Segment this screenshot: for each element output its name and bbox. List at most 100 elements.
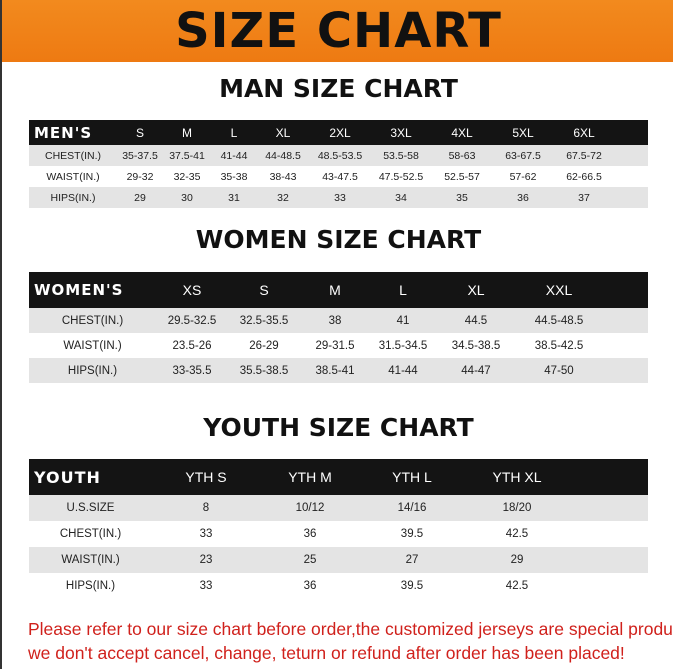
- row-label: HIPS(IN.): [65, 580, 116, 592]
- size-header: M: [300, 272, 370, 308]
- cell-value: 57-62: [509, 170, 537, 183]
- header-row: YOUTH YTH S YTH M YTH L YTH XL: [29, 459, 648, 495]
- row-label: CHEST(IN.): [29, 145, 117, 166]
- cell-value: 29: [117, 187, 163, 208]
- cell-value: 33: [199, 528, 213, 540]
- youth-size-table: YOUTH YTH S YTH M YTH L YTH XL U.S.SIZE 8 10/12…: [29, 459, 648, 599]
- cell-value: 36: [493, 187, 553, 208]
- size-header: XXL: [516, 272, 602, 308]
- row-label: HIPS(IN.): [29, 187, 117, 208]
- row-label: WAIST(IN.): [46, 170, 100, 183]
- size-header: XS: [156, 272, 228, 308]
- notice-line-1: Please refer to our size chart before or…: [28, 619, 673, 639]
- cell-value: 39.5: [400, 528, 424, 540]
- cell-value: 33: [199, 580, 213, 592]
- table-row: WAIST(IN.) 23 25 27 29: [29, 547, 648, 573]
- size-header: 4XL: [431, 120, 493, 145]
- cell-value: 43-47.5: [322, 170, 358, 183]
- row-label: WAIST(IN.): [29, 547, 152, 573]
- size-header: 6XL: [553, 120, 615, 145]
- cell-value: 29-32: [126, 170, 154, 183]
- cell-value: 63-67.5: [493, 145, 553, 166]
- cell-value: 36: [303, 580, 317, 592]
- cell-value: 47-50: [516, 358, 602, 383]
- table-row: HIPS(IN.) 33 36 39.5 42.5: [29, 573, 648, 599]
- table-row: U.S.SIZE 8 10/12 14/16 18/20: [29, 495, 648, 521]
- size-header: S: [228, 272, 300, 308]
- cell-value: 37: [553, 187, 615, 208]
- size-header: S: [117, 120, 163, 145]
- cell-value: 38: [300, 308, 370, 333]
- size-header: 3XL: [371, 120, 431, 145]
- cell-value: 33-35.5: [156, 358, 228, 383]
- cell-value: 35.5-38.5: [228, 358, 300, 383]
- cell-value: 31.5-34.5: [378, 339, 428, 352]
- cell-value: 38.5-41: [300, 358, 370, 383]
- size-header: 2XL: [309, 120, 371, 145]
- header-label: YOUTH: [29, 459, 152, 495]
- cell-value: 23: [152, 547, 260, 573]
- cell-value: 10/12: [260, 495, 360, 521]
- cell-value: 53.5-58: [371, 145, 431, 166]
- size-header: YTH XL: [464, 459, 570, 495]
- row-label: U.S.SIZE: [29, 495, 152, 521]
- cell-value: 58-63: [431, 145, 493, 166]
- cell-value: 30: [163, 187, 211, 208]
- cell-value: 34.5-38.5: [451, 339, 501, 352]
- table-row: WAIST(IN.) 23.5-26 26-29 29-31.5 31.5-34.5 34…: [29, 333, 648, 358]
- cell-value: 35-38: [220, 170, 248, 183]
- cell-value: 52.5-57: [444, 170, 480, 183]
- cell-value: 33: [309, 187, 371, 208]
- table-row: CHEST(IN.) 29.5-32.5 32.5-35.5 38 41 44.5 44.5…: [29, 308, 648, 333]
- cell-value: 67.5-72: [553, 145, 615, 166]
- size-header: YTH M: [260, 459, 360, 495]
- cell-value: 14/16: [360, 495, 464, 521]
- cell-value: 38.5-42.5: [534, 339, 584, 352]
- cell-value: 48.5-53.5: [309, 145, 371, 166]
- cell-value: 41-44: [211, 145, 257, 166]
- cell-value: 44-48.5: [257, 145, 309, 166]
- men-size-table: MEN'S S M L XL 2XL 3XL 4XL 5XL 6XL CHEST(IN.) 35-37…: [29, 120, 648, 208]
- cell-value: 44.5: [436, 308, 516, 333]
- cell-value: 25: [260, 547, 360, 573]
- notice-line-2: we don't accept cancel, change, teturn o…: [28, 643, 625, 663]
- row-label: WAIST(IN.): [63, 339, 122, 352]
- size-header: L: [211, 120, 257, 145]
- cell-value: 32.5-35.5: [228, 308, 300, 333]
- header-row: WOMEN'S XS S M L XL XXL: [29, 272, 648, 308]
- cell-value: 36: [303, 528, 317, 540]
- cell-value: 38-43: [269, 170, 297, 183]
- cell-value: 35: [431, 187, 493, 208]
- cell-value: 23.5-26: [172, 339, 212, 352]
- cell-value: 44-47: [436, 358, 516, 383]
- cell-value: 41-44: [370, 358, 436, 383]
- size-header: XL: [257, 120, 309, 145]
- youth-title: YOUTH SIZE CHART: [203, 413, 474, 442]
- size-header: 5XL: [493, 120, 553, 145]
- header-label: WOMEN'S: [29, 272, 156, 308]
- cell-value: 29-31.5: [315, 339, 355, 352]
- table-row: CHEST(IN.) 35-37.5 37.5-41 41-44 44-48.5 48.5…: [29, 145, 648, 166]
- cell-value: 32-35: [173, 170, 201, 183]
- cell-value: 18/20: [464, 495, 570, 521]
- cell-value: 44.5-48.5: [516, 308, 602, 333]
- cell-value: 42.5: [505, 580, 529, 592]
- banner-title: SIZE CHART: [175, 3, 502, 59]
- cell-value: 39.5: [400, 580, 424, 592]
- table-row: HIPS(IN.) 29 30 31 32 33 34 35 36 37: [29, 187, 648, 208]
- row-label: CHEST(IN.): [59, 528, 122, 540]
- row-label: CHEST(IN.): [29, 308, 156, 333]
- table-row: WAIST(IN.) 29-32 32-35 35-38 38-43 43-47.5 47.…: [29, 166, 648, 187]
- header-label: MEN'S: [29, 120, 117, 145]
- size-header: L: [370, 272, 436, 308]
- banner: SIZE CHART: [2, 0, 673, 62]
- size-header: XL: [436, 272, 516, 308]
- cell-value: 29: [464, 547, 570, 573]
- table-row: HIPS(IN.) 33-35.5 35.5-38.5 38.5-41 41-44 44-…: [29, 358, 648, 383]
- row-label: HIPS(IN.): [29, 358, 156, 383]
- women-size-table: WOMEN'S XS S M L XL XXL CHEST(IN.) 29.5-32.5 32.5…: [29, 272, 648, 383]
- table-row: CHEST(IN.) 33 36 39.5 42.5: [29, 521, 648, 547]
- cell-value: 37.5-41: [163, 145, 211, 166]
- cell-value: 26-29: [249, 339, 279, 352]
- size-header: YTH L: [360, 459, 464, 495]
